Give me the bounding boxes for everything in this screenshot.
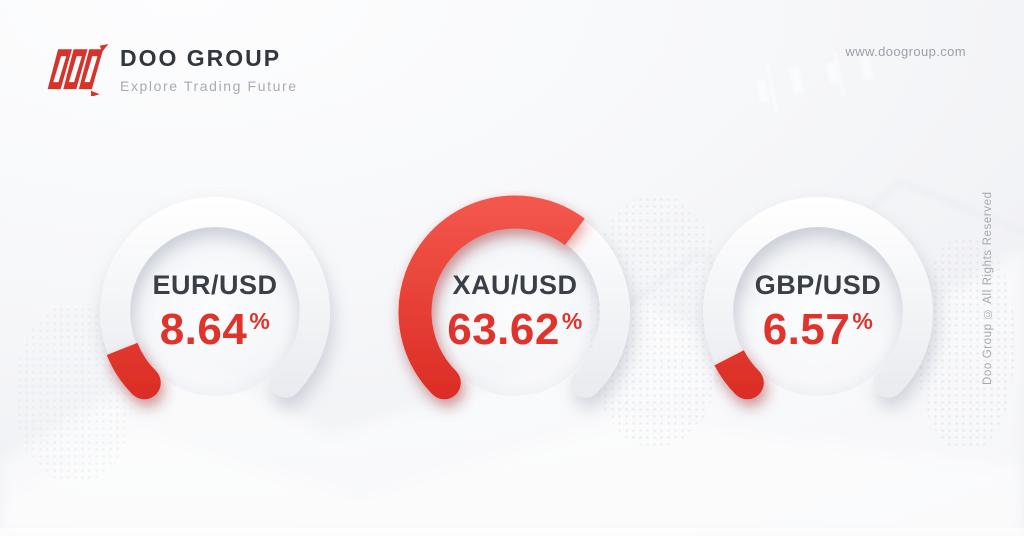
pair-value: 63.62%	[395, 308, 635, 352]
gauge-value-arc	[714, 349, 764, 400]
gauge-readout: GBP/USD 6.57%	[698, 270, 938, 352]
value-number: 8.64	[159, 305, 248, 354]
background-halftone-dots	[918, 238, 1014, 450]
gauge-gbpusd-dial	[703, 197, 933, 400]
background-bottom-highlight	[0, 528, 1024, 536]
gauge-gbpusd: GBP/USD 6.57%	[698, 192, 938, 432]
logo-text-block: DOO GROUP Explore Trading Future	[120, 40, 298, 95]
website-url: www.doogroup.com	[845, 44, 966, 59]
brand-tagline: Explore Trading Future	[120, 78, 298, 94]
header: DOO GROUP Explore Trading Future	[46, 40, 298, 96]
gauge-inner-disc	[431, 228, 599, 396]
gauge-track-arc	[100, 197, 330, 398]
gauge-value-arc	[106, 342, 161, 400]
pair-label: EUR/USD	[152, 270, 278, 300]
gauge-xauusd: XAU/USD 63.62%	[395, 192, 635, 432]
doo-group-logo-icon	[47, 44, 109, 96]
gauge-readout: XAU/USD 63.62%	[395, 270, 635, 352]
gauge-track-arc	[703, 197, 933, 398]
percent-sign: %	[561, 308, 583, 334]
brand-name: DOO GROUP	[120, 45, 282, 71]
percent-sign: %	[852, 308, 874, 334]
background-candlestick-decoration	[755, 52, 874, 112]
value-number: 6.57	[762, 305, 851, 354]
gauge-value-arc	[398, 195, 585, 400]
pair-label: GBP/USD	[754, 270, 882, 300]
pair-label: XAU/USD	[452, 270, 578, 300]
gauge-eurusd-dial	[100, 197, 330, 400]
gauge-xauusd-dial	[398, 195, 630, 400]
gauge-eurusd: EUR/USD 8.64%	[95, 192, 335, 432]
percent-sign: %	[249, 308, 271, 334]
gauge-readout: EUR/USD 8.64%	[95, 270, 335, 352]
gauge-inner-disc	[734, 228, 902, 396]
pair-value: 6.57%	[698, 308, 938, 352]
pair-value: 8.64%	[95, 308, 335, 352]
gauge-inner-disc	[131, 228, 299, 396]
rights-notice: Doo Group © All Rights Reserved	[982, 191, 994, 385]
value-number: 63.62	[447, 305, 560, 354]
